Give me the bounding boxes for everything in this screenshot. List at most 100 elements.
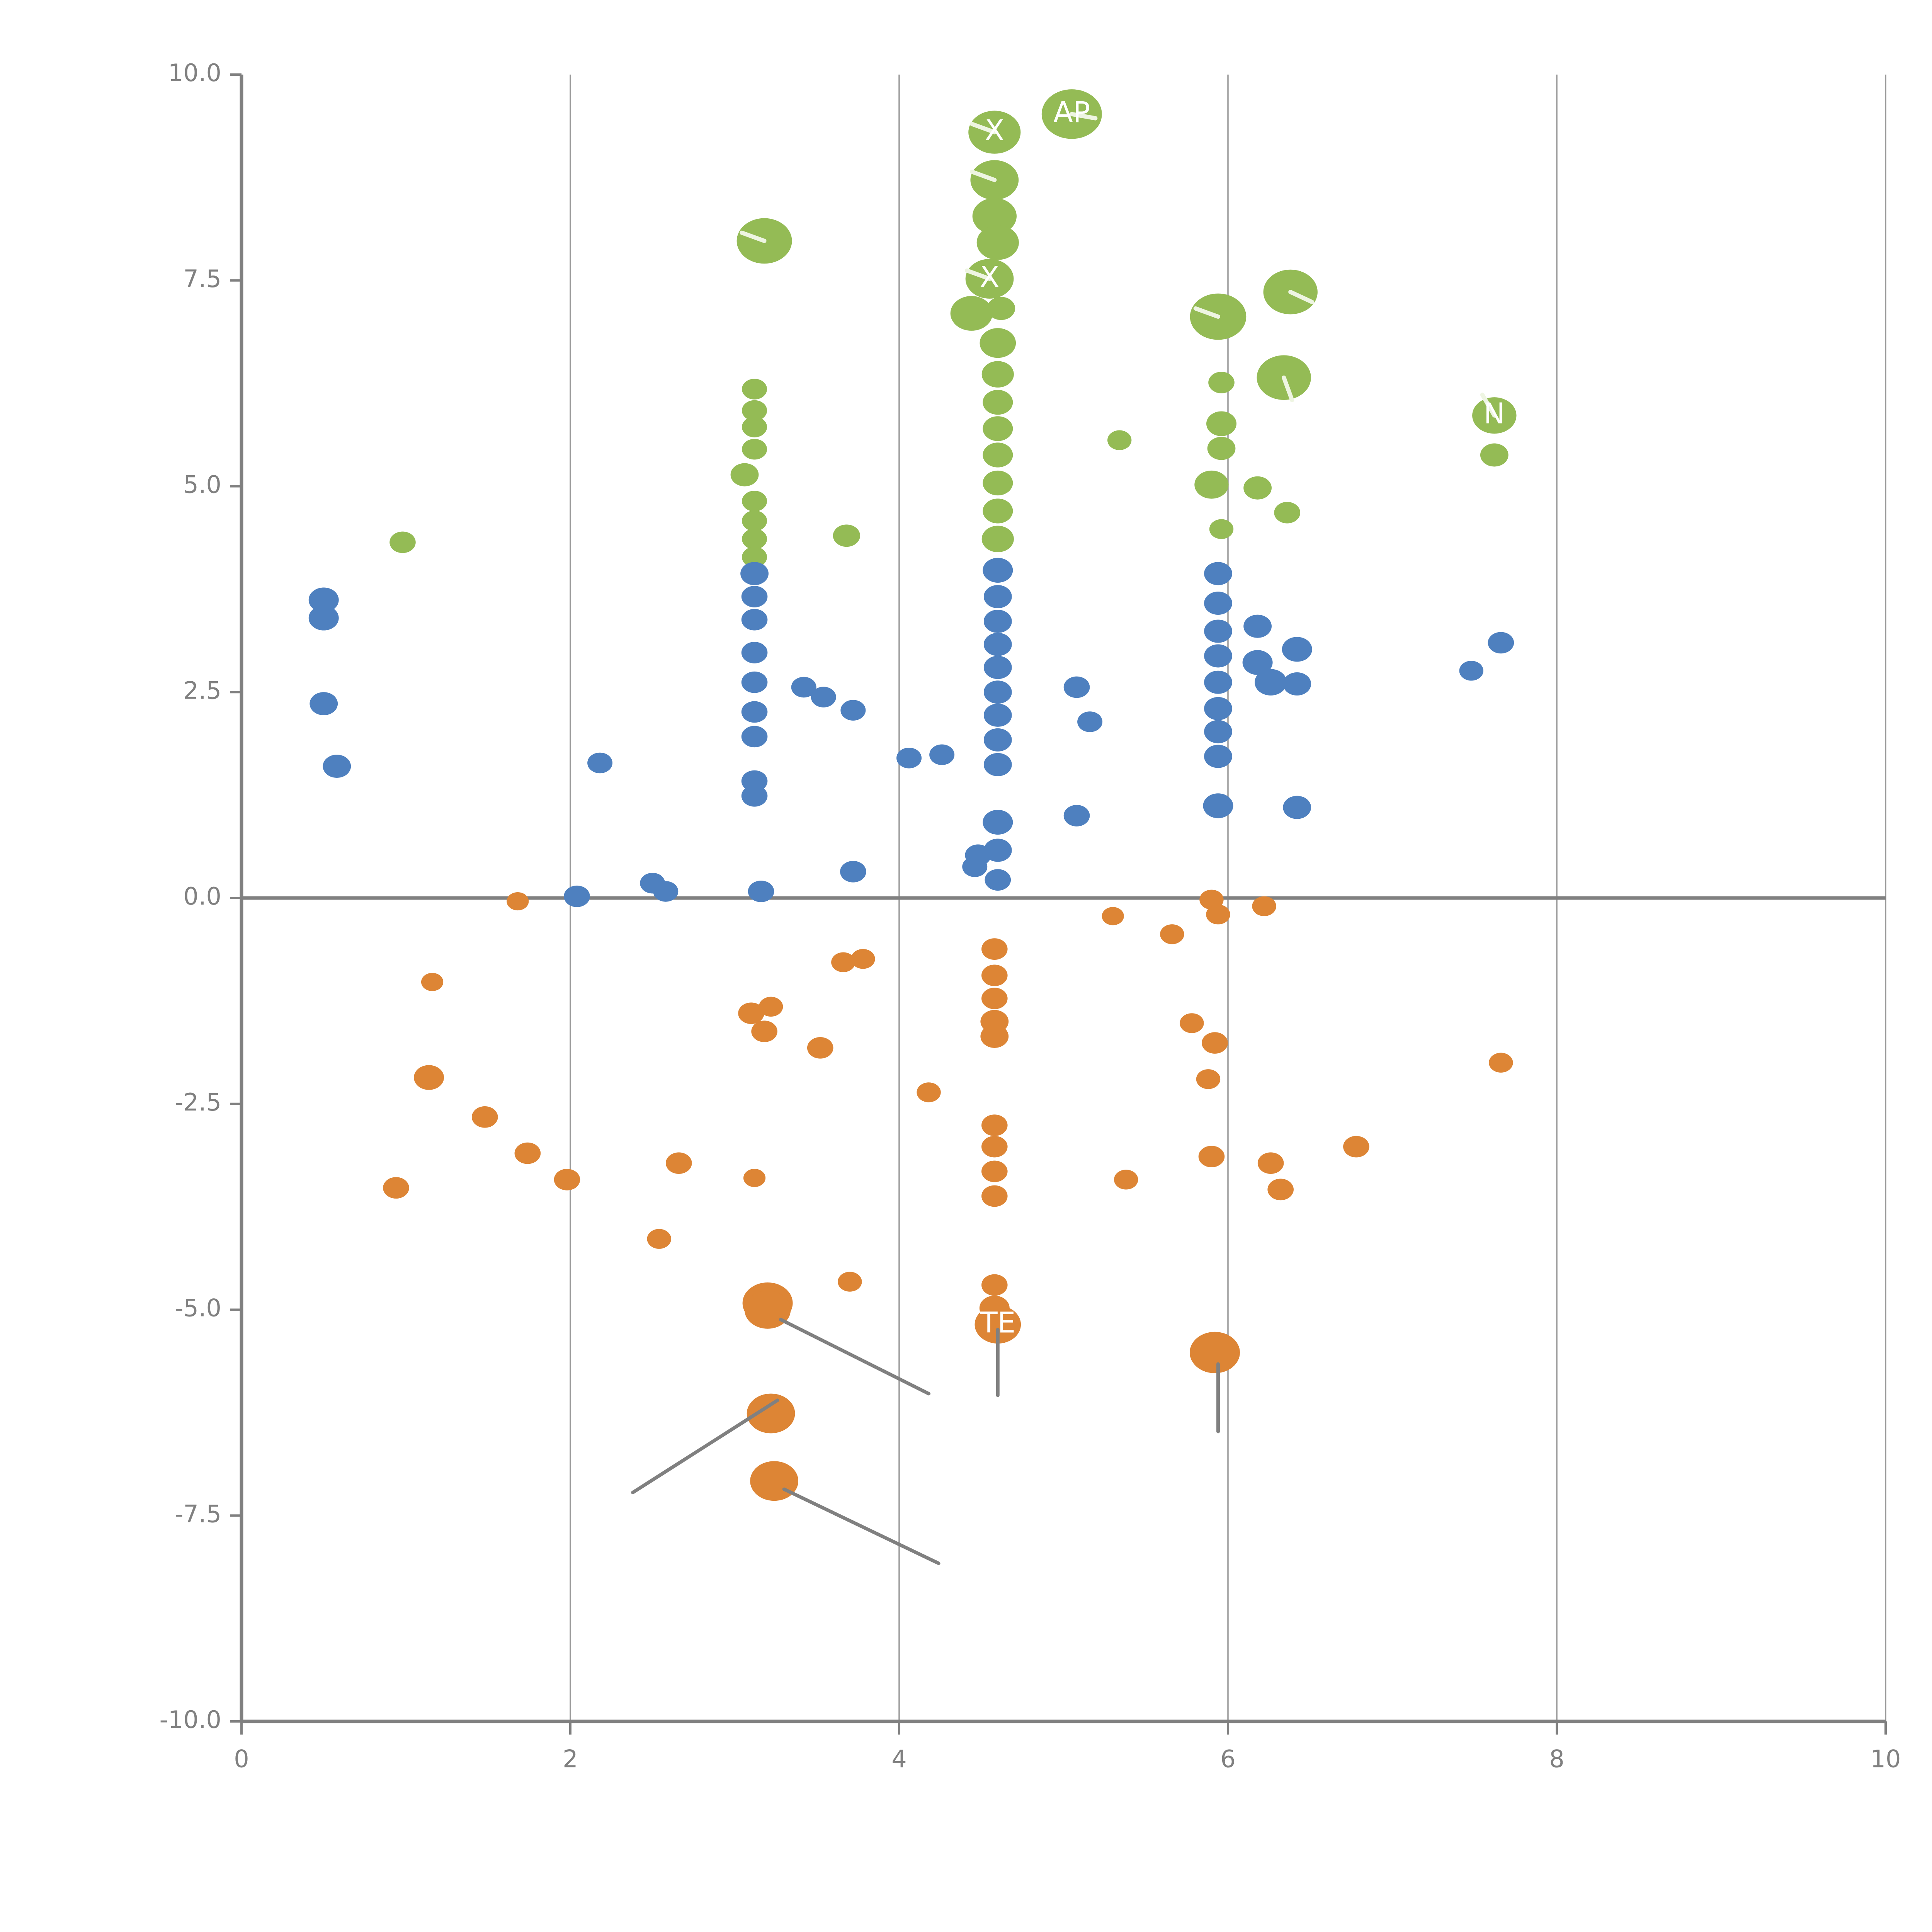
bubble-blue[interactable] bbox=[1282, 637, 1312, 662]
bubble-orange[interactable] bbox=[981, 1136, 1008, 1158]
bubble-green[interactable] bbox=[1209, 519, 1234, 539]
bubble-orange[interactable] bbox=[917, 1082, 941, 1102]
bubble-blue[interactable] bbox=[1204, 562, 1232, 585]
bubble-blue[interactable] bbox=[1283, 672, 1311, 696]
bubble-green[interactable] bbox=[1206, 411, 1236, 436]
bubble-orange[interactable] bbox=[1196, 1069, 1221, 1089]
bubble-green[interactable] bbox=[976, 225, 1019, 260]
bubble-blue[interactable] bbox=[748, 881, 774, 902]
bubble-blue[interactable] bbox=[310, 692, 338, 716]
bubble-orange[interactable] bbox=[981, 1185, 1008, 1207]
bubble-blue[interactable] bbox=[741, 586, 768, 607]
bubble-orange[interactable] bbox=[514, 1142, 541, 1164]
bubble-orange[interactable] bbox=[1198, 1146, 1225, 1167]
bubble-blue[interactable] bbox=[983, 703, 1012, 727]
bubble-blue[interactable] bbox=[653, 881, 679, 902]
bubble-green[interactable] bbox=[389, 531, 416, 553]
bubble-blue[interactable] bbox=[1204, 670, 1232, 694]
bubble-green[interactable] bbox=[833, 524, 860, 547]
bubble-blue[interactable] bbox=[791, 677, 816, 698]
bubble-blue[interactable] bbox=[983, 585, 1012, 609]
bubble-green[interactable] bbox=[742, 417, 767, 437]
bubble-blue[interactable] bbox=[1204, 592, 1232, 615]
bubble-green[interactable] bbox=[983, 470, 1013, 496]
bubble-green[interactable] bbox=[742, 491, 767, 512]
bubble-blue[interactable] bbox=[1243, 614, 1272, 638]
bubble-green[interactable] bbox=[742, 547, 767, 568]
bubble-blue[interactable] bbox=[1204, 619, 1232, 643]
bubble-orange[interactable] bbox=[1114, 1170, 1138, 1190]
bubble-orange[interactable] bbox=[507, 892, 529, 911]
bubble-orange[interactable] bbox=[383, 1177, 409, 1199]
bubble-blue[interactable] bbox=[741, 609, 768, 631]
bubble-orange[interactable] bbox=[981, 1274, 1008, 1296]
bubble-blue[interactable] bbox=[1203, 793, 1233, 818]
bubble-green[interactable] bbox=[730, 463, 759, 486]
bubble-green[interactable] bbox=[1107, 430, 1132, 450]
bubble-blue[interactable] bbox=[323, 755, 351, 778]
bubble-orange[interactable] bbox=[1180, 1013, 1204, 1033]
bubble-green[interactable] bbox=[980, 328, 1016, 358]
bubble-orange[interactable] bbox=[838, 1272, 862, 1292]
bubble-green[interactable] bbox=[981, 526, 1014, 553]
bubble-blue[interactable] bbox=[929, 744, 955, 765]
bubble-blue[interactable] bbox=[741, 642, 768, 663]
bubble-blue[interactable] bbox=[985, 869, 1011, 891]
bubble-blue[interactable] bbox=[983, 810, 1013, 835]
bubble-orange[interactable] bbox=[1102, 907, 1124, 925]
bubble-green[interactable] bbox=[983, 498, 1013, 524]
bubble-orange[interactable] bbox=[751, 1020, 777, 1043]
bubble-green[interactable] bbox=[1208, 372, 1235, 393]
bubble-blue[interactable] bbox=[1255, 669, 1287, 696]
bubble-orange[interactable] bbox=[738, 1002, 764, 1024]
bubble-orange[interactable] bbox=[980, 1025, 1009, 1048]
bubble-orange[interactable] bbox=[1267, 1179, 1294, 1201]
bubble-orange[interactable] bbox=[1257, 1152, 1284, 1174]
bubble-blue[interactable] bbox=[741, 726, 768, 748]
bubble-orange[interactable] bbox=[747, 1393, 795, 1434]
bubble-blue[interactable] bbox=[587, 752, 613, 774]
bubble-orange[interactable] bbox=[759, 997, 783, 1017]
bubble-blue[interactable] bbox=[840, 861, 866, 883]
bubble-orange[interactable] bbox=[421, 973, 444, 991]
bubble-blue[interactable] bbox=[983, 728, 1012, 752]
bubble-blue[interactable] bbox=[1204, 644, 1232, 668]
bubble-orange[interactable] bbox=[750, 1461, 799, 1501]
bubble-blue[interactable] bbox=[741, 671, 768, 693]
bubble-orange[interactable] bbox=[981, 1114, 1008, 1136]
bubble-orange[interactable] bbox=[1489, 1053, 1513, 1073]
bubble-orange[interactable] bbox=[981, 1160, 1008, 1182]
bubble-blue[interactable] bbox=[1242, 650, 1273, 675]
bubble-blue[interactable] bbox=[1459, 661, 1483, 681]
bubble-orange[interactable] bbox=[1189, 1332, 1240, 1373]
bubble-orange[interactable] bbox=[1343, 1136, 1369, 1158]
bubble-green[interactable] bbox=[1480, 443, 1509, 467]
bubble-blue[interactable] bbox=[308, 587, 339, 612]
bubble-green[interactable] bbox=[742, 529, 767, 549]
bubble-orange[interactable] bbox=[647, 1229, 671, 1249]
bubble-orange[interactable] bbox=[1160, 924, 1184, 944]
bubble-green[interactable] bbox=[972, 198, 1017, 235]
bubble-green[interactable] bbox=[742, 439, 767, 460]
bubble-orange[interactable] bbox=[414, 1065, 444, 1090]
bubble-blue[interactable] bbox=[983, 680, 1012, 704]
bubble-blue[interactable] bbox=[564, 885, 590, 907]
bubble-blue[interactable] bbox=[1063, 805, 1090, 827]
bubble-green[interactable] bbox=[983, 442, 1013, 468]
bubble-blue[interactable] bbox=[308, 605, 339, 631]
bubble-green[interactable] bbox=[742, 510, 767, 531]
bubble-blue[interactable] bbox=[983, 633, 1012, 656]
bubble-blue[interactable] bbox=[983, 610, 1012, 633]
bubble-orange[interactable] bbox=[981, 938, 1008, 960]
bubble-orange[interactable] bbox=[807, 1037, 833, 1059]
bubble-green[interactable] bbox=[983, 416, 1013, 441]
bubble-blue[interactable] bbox=[741, 701, 768, 723]
bubble-green[interactable] bbox=[981, 361, 1014, 388]
bubble-green[interactable] bbox=[1207, 437, 1236, 460]
bubble-green[interactable] bbox=[1274, 502, 1300, 524]
bubble-blue[interactable] bbox=[741, 770, 768, 792]
bubble-orange[interactable] bbox=[975, 1305, 1021, 1344]
bubble-blue[interactable] bbox=[1077, 711, 1103, 732]
bubble-blue[interactable] bbox=[1204, 745, 1232, 768]
bubble-blue[interactable] bbox=[1283, 796, 1311, 819]
